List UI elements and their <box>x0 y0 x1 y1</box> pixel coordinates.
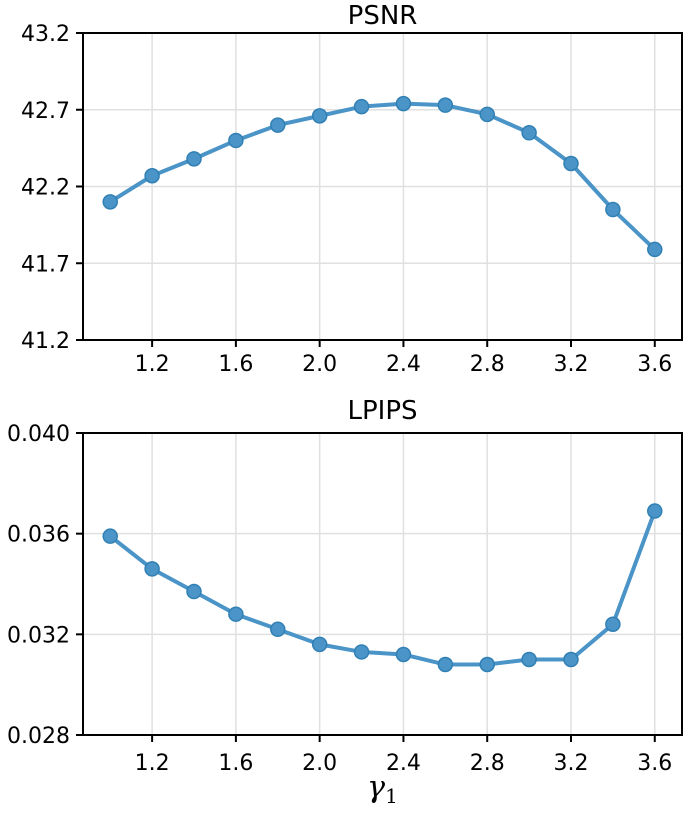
gamma-symbol: γ <box>367 770 386 805</box>
x-tick-label: 2.8 <box>470 751 505 776</box>
data-point <box>144 561 160 577</box>
data-point <box>353 98 370 115</box>
data-point <box>563 651 579 668</box>
data-point <box>228 606 244 622</box>
x-tick-label: 1.2 <box>135 751 170 776</box>
tick-labels: 1.2 1.6 2.0 2.4 2.8 3.2 3.6 0.028 0.032 0.036 0.04… <box>7 422 672 776</box>
data-point <box>311 636 328 653</box>
data-point <box>270 621 286 638</box>
data-point <box>437 656 454 673</box>
x-tick-label: 2.8 <box>470 352 505 377</box>
data-point <box>563 155 579 172</box>
data-point <box>647 241 663 258</box>
psnr-chart: PSNR 1.2 1.6 2.0 2.4 2.8 3.2 3.6 41.2 41.7 42.2 42… <box>0 0 692 385</box>
axes-spines <box>82 432 683 736</box>
tick-marks <box>76 32 656 347</box>
x-tick-label: 2.0 <box>302 751 337 776</box>
data-point <box>270 117 286 133</box>
tick-marks <box>76 432 656 742</box>
y-tick-label: 0.036 <box>7 523 70 548</box>
data-point <box>647 503 663 519</box>
y-tick-label: 42.7 <box>21 99 70 124</box>
data-point <box>186 151 202 167</box>
x-tick-label: 1.6 <box>218 751 253 776</box>
data-point <box>311 108 328 124</box>
tick-labels: 1.2 1.6 2.0 2.4 2.8 3.2 3.6 41.2 41.7 42.2 42.7 43.… <box>21 22 672 377</box>
grid <box>83 432 682 736</box>
x-tick-label: 2.0 <box>302 352 337 377</box>
x-tick-label: 3.2 <box>553 751 588 776</box>
lpips-chart: LPIPS 1.2 1.6 2.0 2.4 2.8 3.2 3.6 0.028 0.032 0.0… <box>0 385 692 816</box>
y-tick-label: 43.2 <box>21 22 70 47</box>
data-point <box>437 97 454 113</box>
y-tick-label: 41.7 <box>21 252 70 277</box>
x-tick-label: 1.6 <box>218 352 253 377</box>
x-tick-label: 2.4 <box>386 352 421 377</box>
data-point <box>479 106 495 123</box>
psnr-chart-title: PSNR <box>347 1 418 31</box>
data-point <box>395 646 412 663</box>
x-tick-label: 3.2 <box>553 352 588 377</box>
x-tick-label: 3.6 <box>637 352 672 377</box>
data-series <box>102 503 663 673</box>
y-tick-label: 42.2 <box>21 176 70 201</box>
y-tick-label: 41.2 <box>21 329 70 354</box>
gamma-subscript: 1 <box>385 784 398 808</box>
data-point <box>521 125 537 141</box>
data-point <box>605 616 621 633</box>
gamma1-axis-label: γ1 <box>83 770 682 808</box>
y-tick-label: 0.028 <box>7 724 70 749</box>
psnr-plot-svg: 1.2 1.6 2.0 2.4 2.8 3.2 3.6 41.2 41.7 42.2 42.7 43.… <box>21 22 683 377</box>
x-tick-label: 1.2 <box>135 352 170 377</box>
lpips-plot-svg: 1.2 1.6 2.0 2.4 2.8 3.2 3.6 0.028 0.032 0.036 0.04… <box>7 422 683 776</box>
data-point <box>479 656 495 673</box>
data-point <box>521 651 537 668</box>
x-tick-label: 3.6 <box>637 751 672 776</box>
data-point <box>353 644 370 660</box>
data-point <box>228 132 244 149</box>
data-series <box>102 95 663 258</box>
data-point <box>605 201 621 218</box>
data-point <box>186 583 202 600</box>
data-point <box>144 168 160 184</box>
y-tick-label: 0.040 <box>7 422 70 447</box>
data-point <box>395 95 412 112</box>
y-tick-label: 0.032 <box>7 623 70 648</box>
lpips-chart-title: LPIPS <box>347 396 418 426</box>
data-point <box>102 194 118 210</box>
data-point <box>102 528 118 544</box>
data-line <box>108 101 657 252</box>
x-tick-label: 2.4 <box>386 751 421 776</box>
